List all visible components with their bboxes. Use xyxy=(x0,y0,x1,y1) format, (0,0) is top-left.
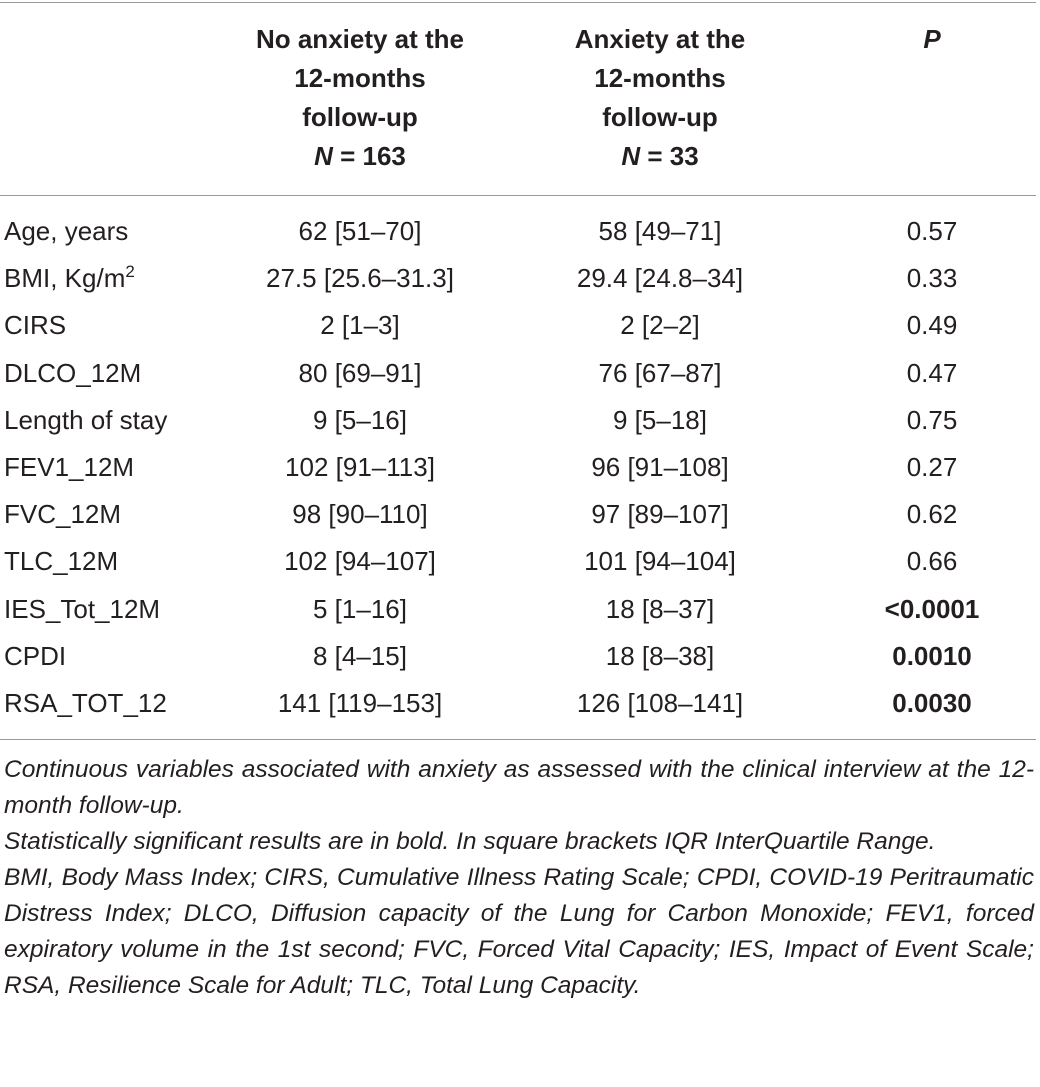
header-p: P xyxy=(832,20,1032,59)
row-label: FVC_12M xyxy=(4,491,121,538)
cell-p-value: 0.47 xyxy=(906,357,958,388)
table-row: DLCO_12M 80 [69–91] 76 [67–87] 0.47 xyxy=(0,350,1036,397)
table-row: FVC_12M 98 [90–110] 97 [89–107] 0.62 xyxy=(0,491,1036,538)
cell-anxiety: 9 [5–18] xyxy=(613,404,707,435)
table-row: FEV1_12M 102 [91–113] 96 [91–108] 0.27 xyxy=(0,444,1036,491)
table-row: IES_Tot_12M 5 [1–16] 18 [8–37] <0.0001 xyxy=(0,586,1036,633)
header-anxiety-n-value: = 33 xyxy=(647,141,699,171)
cell-p-value: 0.57 xyxy=(906,216,958,246)
cell-anxiety: 29.4 [24.8–34] xyxy=(576,263,744,294)
table-row: CPDI 8 [4–15] 18 [8–38] 0.0010 xyxy=(0,633,1036,680)
header-no-anxiety-line-1: No anxiety at the xyxy=(255,24,465,54)
header-rule xyxy=(0,195,1036,196)
header-anxiety: Anxiety at the 12-months follow-up N = 3… xyxy=(510,20,810,176)
row-label: TLC_12M xyxy=(4,538,118,585)
row-label: Length of stay xyxy=(4,397,167,444)
header-p-label: P xyxy=(923,24,941,54)
row-label-text: CIRS xyxy=(4,310,67,341)
header-no-anxiety-line-2: 12-months xyxy=(294,63,426,93)
table-footnotes: Continuous variables associated with anx… xyxy=(4,752,1034,1004)
table-row: BMI, Kg/m2 27.5 [25.6–31.3] 29.4 [24.8–34]… xyxy=(0,255,1036,302)
cell-anxiety: 97 [89–107] xyxy=(591,499,729,530)
cell-no-anxiety: 102 [94–107] xyxy=(284,546,436,577)
header-no-anxiety-line-3: follow-up xyxy=(302,102,418,132)
row-label-text: IES_Tot_12M xyxy=(4,593,161,624)
top-rule xyxy=(0,2,1036,3)
cell-no-anxiety: 9 [5–16] xyxy=(313,404,407,435)
bottom-rule xyxy=(0,739,1036,740)
cell-no-anxiety: 2 [1–3] xyxy=(320,310,400,341)
row-label-superscript: 2 xyxy=(125,262,135,282)
header-anxiety-n: N = 33 xyxy=(510,137,810,176)
row-label: IES_Tot_12M xyxy=(4,586,160,633)
cell-p-value: 0.0010 xyxy=(892,640,972,671)
header-no-anxiety-n-value: = 163 xyxy=(340,141,406,171)
footnote-2: Statistically significant results are in… xyxy=(4,828,936,855)
cell-anxiety: 18 [8–37] xyxy=(605,593,715,624)
cell-anxiety: 58 [49–71] xyxy=(598,216,722,246)
header-anxiety-line-3: follow-up xyxy=(602,102,718,132)
row-label: Age, years xyxy=(4,208,128,255)
cell-anxiety: 76 [67–87] xyxy=(598,357,722,388)
table-body: Age, years 62 [51–70] 58 [49–71] 0.57 BMI, K… xyxy=(0,208,1036,727)
cell-no-anxiety: 102 [91–113] xyxy=(285,451,435,482)
row-label: CPDI xyxy=(4,633,66,680)
row-label-text: FVC_12M xyxy=(4,499,122,530)
header-no-anxiety-n-label: N xyxy=(314,141,333,171)
row-label: FEV1_12M xyxy=(4,444,134,491)
row-label: RSA_TOT_12 xyxy=(4,680,167,727)
cell-p-value: 0.62 xyxy=(906,499,958,530)
header-anxiety-n-label: N xyxy=(621,141,641,171)
cell-no-anxiety: 98 [90–110] xyxy=(292,499,428,530)
row-label: DLCO_12M xyxy=(4,350,141,397)
cell-anxiety: 96 [91–108] xyxy=(591,451,729,482)
row-label-text: TLC_12M xyxy=(4,546,119,577)
header-no-anxiety: No anxiety at the 12-months follow-up N … xyxy=(210,20,510,176)
header-anxiety-line-1: Anxiety at the xyxy=(574,24,746,54)
cell-anxiety: 18 [8–38] xyxy=(605,640,715,671)
row-label-text: FEV1_12M xyxy=(4,451,135,482)
cell-p-value: 0.49 xyxy=(906,310,958,341)
cell-p-value: 0.0030 xyxy=(892,687,972,718)
row-label: BMI, Kg/m2 xyxy=(4,255,135,302)
row-label-text: DLCO_12M xyxy=(4,357,142,388)
cell-no-anxiety: 5 [1–16] xyxy=(313,593,407,624)
header-anxiety-line-2: 12-months xyxy=(594,63,726,93)
cell-p-value: <0.0001 xyxy=(884,593,980,624)
cell-p-value: 0.66 xyxy=(906,546,958,577)
footnote-1: Continuous variables associated with anx… xyxy=(4,756,1034,819)
row-label-text: Age, years xyxy=(4,216,129,246)
cell-anxiety: 126 [108–141] xyxy=(576,687,744,718)
table-row: Length of stay 9 [5–16] 9 [5–18] 0.75 xyxy=(0,397,1036,444)
row-label-text: RSA_TOT_12 xyxy=(4,687,167,718)
table-header: No anxiety at the 12-months follow-up N … xyxy=(0,20,1036,180)
header-no-anxiety-n: N = 163 xyxy=(210,137,510,176)
cell-anxiety: 2 [2–2] xyxy=(620,310,700,341)
cell-p-value: 0.27 xyxy=(906,451,958,482)
row-label: CIRS xyxy=(4,302,66,349)
footnote-3: BMI, Body Mass Index; CIRS, Cumulative I… xyxy=(4,864,1034,999)
cell-no-anxiety: 27.5 [25.6–31.3] xyxy=(266,263,454,294)
table-row: TLC_12M 102 [94–107] 101 [94–104] 0.66 xyxy=(0,538,1036,585)
table-row: RSA_TOT_12 141 [119–153] 126 [108–141] 0.00… xyxy=(0,680,1036,727)
cell-anxiety: 101 [94–104] xyxy=(584,546,736,577)
cell-no-anxiety: 8 [4–15] xyxy=(313,640,407,671)
cell-no-anxiety: 141 [119–153] xyxy=(277,687,443,718)
cell-no-anxiety: 80 [69–91] xyxy=(298,357,422,388)
cell-p-value: 0.33 xyxy=(906,263,958,294)
cell-no-anxiety: 62 [51–70] xyxy=(298,216,422,246)
row-label-text: CPDI xyxy=(4,640,67,671)
row-label-text: Length of stay xyxy=(4,404,168,435)
table-row: CIRS 2 [1–3] 2 [2–2] 0.49 xyxy=(0,302,1036,349)
table-row: Age, years 62 [51–70] 58 [49–71] 0.57 xyxy=(0,208,1036,255)
cell-p-value: 0.75 xyxy=(906,404,958,435)
row-label-text: BMI, Kg/m xyxy=(4,263,126,294)
